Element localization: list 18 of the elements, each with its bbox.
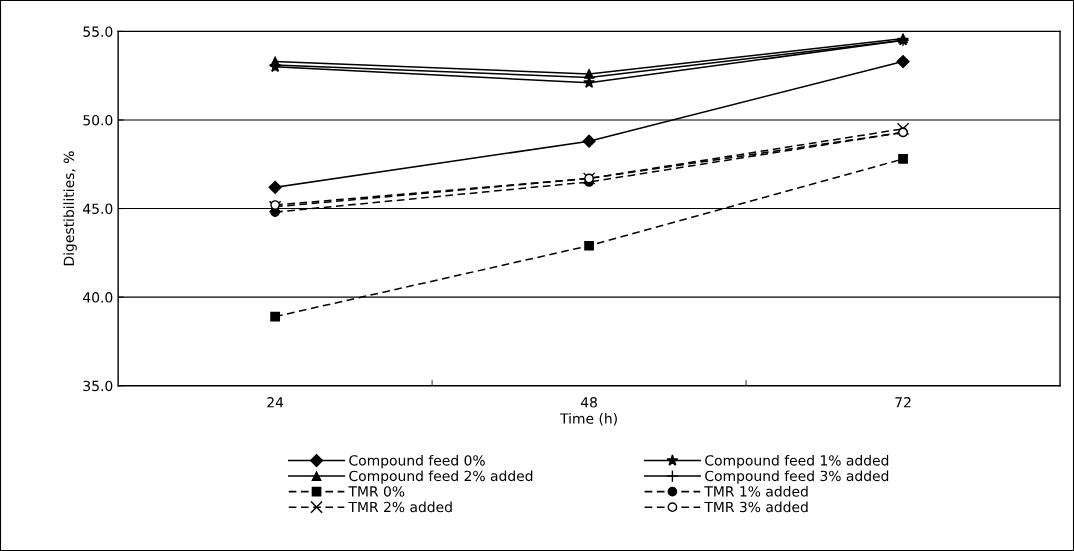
x-axis-title: Time (h) bbox=[560, 413, 617, 426]
x-tick-label: 72 bbox=[895, 397, 911, 408]
y-axis-title: Digestibilities, % bbox=[63, 151, 77, 266]
legend-label: Compound feed 3% added bbox=[705, 470, 889, 484]
legend-label: TMR 1% added bbox=[704, 485, 808, 497]
y-tick-label: 40.0 bbox=[83, 292, 113, 303]
legend-label: TMR 2% added bbox=[348, 501, 452, 513]
legend-label: Compound feed 0% bbox=[349, 454, 485, 469]
legend-label: TMR 0% bbox=[348, 486, 405, 497]
legend-label: Compound feed 2% added bbox=[349, 470, 533, 484]
x-tick-label: 48 bbox=[580, 397, 597, 408]
x-tick-label: 24 bbox=[267, 397, 284, 408]
y-tick-label: 35.0 bbox=[83, 380, 113, 392]
legend-label: Compound feed 1% added bbox=[705, 454, 889, 469]
y-tick-label: 45.0 bbox=[83, 203, 113, 215]
legend-label: TMR 3% added bbox=[704, 501, 808, 513]
y-tick-label: 55.0 bbox=[83, 26, 113, 37]
y-tick-label: 50.0 bbox=[83, 114, 113, 126]
